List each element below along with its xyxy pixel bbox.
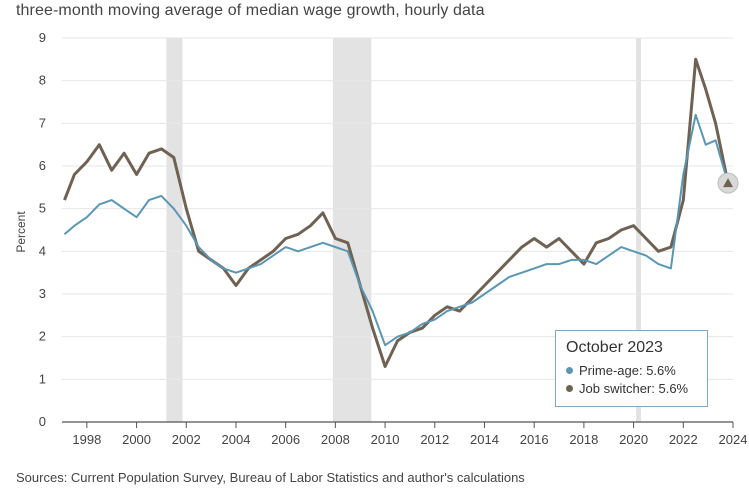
- y-tick-label: 2: [39, 329, 46, 344]
- recession-band-1: [332, 38, 372, 422]
- source-note: Sources: Current Population Survey, Bure…: [16, 470, 525, 485]
- legend-label-job-switcher: Job switcher: 5.6%: [579, 381, 689, 396]
- y-tick-label: 1: [39, 371, 46, 386]
- x-tick-label: 2014: [470, 432, 499, 447]
- y-tick-label: 9: [39, 30, 46, 45]
- latest-point-triangle-icon: [723, 178, 734, 188]
- x-tick-label: 2016: [520, 432, 549, 447]
- x-tick-label: 2018: [569, 432, 598, 447]
- x-tick-label: 2020: [619, 432, 648, 447]
- x-tick-label: 1998: [72, 432, 101, 447]
- x-tick-label: 2002: [172, 432, 201, 447]
- y-tick-label: 6: [39, 158, 46, 173]
- y-axis-label: Percent: [14, 211, 28, 253]
- chart-title: three-month moving average of median wag…: [16, 2, 485, 19]
- x-tick-label: 2004: [222, 432, 251, 447]
- legend-item-prime-age: Prime-age: 5.6%: [566, 363, 697, 378]
- x-tick-label: 2000: [122, 432, 151, 447]
- series-line-job-switcher: [63, 57, 730, 368]
- series-line-prime-age: [63, 113, 729, 347]
- y-tick-label: 3: [39, 286, 46, 301]
- y-tick-label: 8: [39, 73, 46, 88]
- y-tick-label: 7: [39, 115, 46, 130]
- x-tick-label: 2010: [371, 432, 400, 447]
- job-switcher-swatch: [566, 385, 573, 392]
- prime-age-swatch: [566, 367, 573, 374]
- x-tick-label: 2006: [271, 432, 300, 447]
- legend: October 2023 Prime-age: 5.6% Job switche…: [555, 330, 708, 407]
- legend-title: October 2023: [566, 339, 663, 356]
- legend-item-job-switcher: Job switcher: 5.6%: [566, 381, 697, 396]
- legend-label-prime-age: Prime-age: 5.6%: [579, 363, 676, 378]
- x-tick-label: 2012: [420, 432, 449, 447]
- y-tick-label: 4: [39, 243, 46, 258]
- recession-band-0: [166, 38, 183, 422]
- y-tick-label: 0: [39, 414, 46, 429]
- x-tick-label: 2024: [719, 432, 748, 447]
- x-tick-label: 2008: [321, 432, 350, 447]
- x-tick-label: 2022: [669, 432, 698, 447]
- y-tick-label: 5: [39, 201, 46, 216]
